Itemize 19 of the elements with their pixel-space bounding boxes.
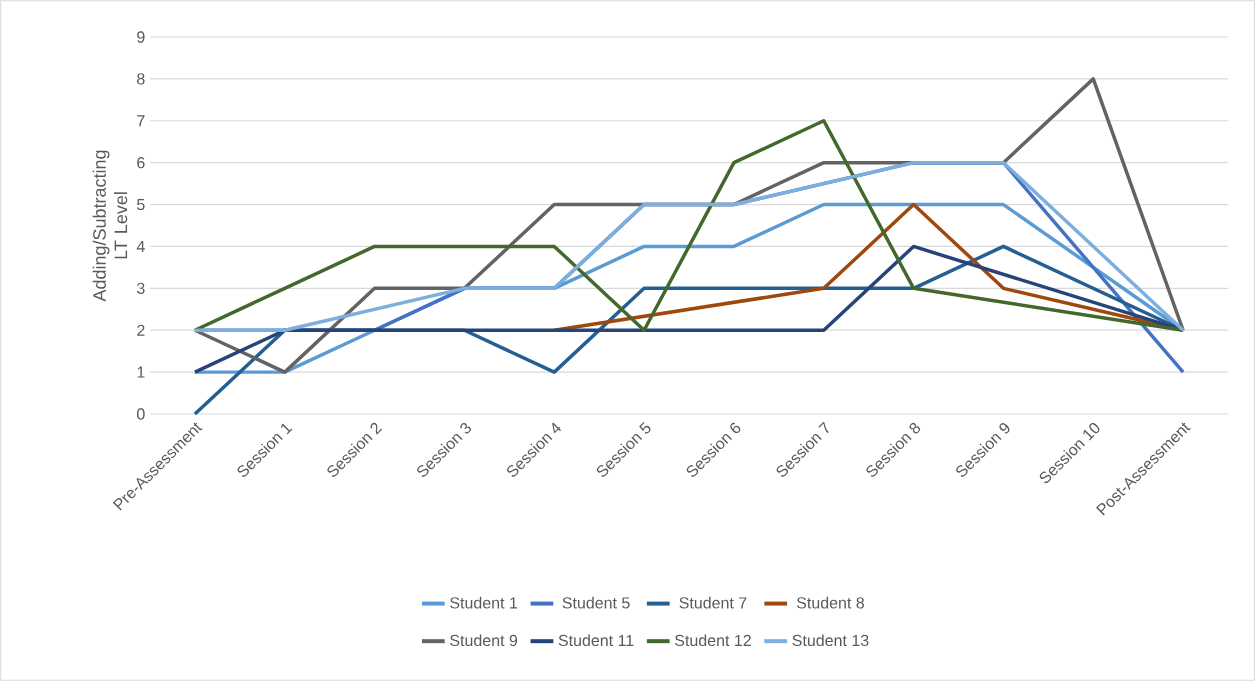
y-tick-label: 5 [137,198,145,211]
y-tick-label: 9 [137,31,145,43]
y-tick-label: 3 [137,282,145,294]
y-tick-label: 4 [136,240,145,252]
legend-label: Student 11 [558,634,634,647]
legend-label: Student 13 [792,634,869,647]
legend-label: Student 8 [796,596,864,609]
legend-label: Student 12 [675,634,751,647]
y-axis-title: Adding/Subtracting LT Level [92,150,128,302]
y-tick-label: 2 [137,324,145,336]
y-tick-label: 1 [137,366,145,378]
legend-label: Student 1 [450,596,518,609]
legend-label: Student 9 [450,634,518,647]
y-tick-label: 7 [137,115,145,127]
y-tick-label: 6 [137,157,145,169]
y-tick-label: 0 [137,408,145,420]
legend-label: Student 5 [562,596,630,609]
y-tick-label: 8 [137,73,145,85]
legend-label: Student 7 [679,596,747,609]
